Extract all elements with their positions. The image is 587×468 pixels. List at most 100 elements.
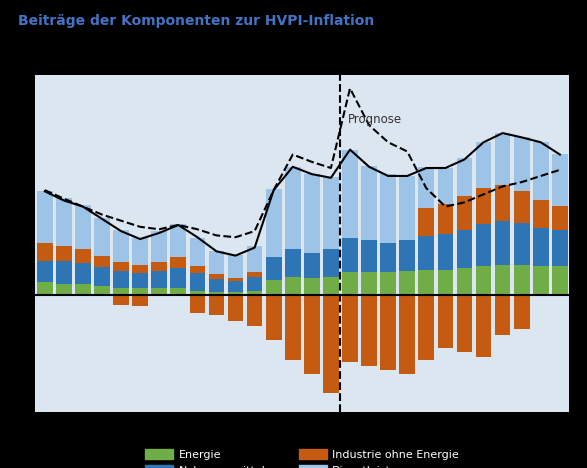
Bar	[94, 218, 110, 256]
Bar	[113, 271, 129, 288]
Bar	[457, 230, 473, 268]
Bar	[552, 154, 568, 206]
Bar	[304, 174, 320, 253]
Bar	[132, 295, 148, 307]
Bar	[361, 295, 377, 366]
Bar	[304, 253, 320, 278]
Bar	[56, 261, 72, 285]
Bar	[419, 208, 434, 236]
Bar	[533, 266, 549, 295]
Bar	[37, 282, 53, 295]
Bar	[228, 295, 244, 321]
Bar	[475, 295, 491, 357]
Bar	[342, 295, 358, 362]
Bar	[457, 158, 473, 196]
Bar	[419, 236, 434, 270]
Bar	[304, 278, 320, 295]
Bar	[190, 273, 205, 291]
Bar	[380, 243, 396, 272]
Bar	[170, 257, 186, 269]
Bar	[380, 174, 396, 243]
Bar	[380, 272, 396, 295]
Bar	[533, 142, 549, 200]
Bar	[475, 142, 491, 188]
Bar	[132, 265, 148, 273]
Bar	[475, 224, 491, 266]
Bar	[285, 167, 301, 249]
Bar	[323, 277, 339, 295]
Bar	[342, 272, 358, 295]
Bar	[285, 277, 301, 295]
Bar	[342, 150, 358, 239]
Bar	[75, 263, 91, 285]
Bar	[113, 288, 129, 295]
Bar	[342, 239, 358, 272]
Bar	[56, 198, 72, 246]
Bar	[132, 288, 148, 295]
Bar	[208, 274, 224, 279]
Bar	[151, 288, 167, 295]
Legend: Energie, Nahrungsmittel, Industrie ohne Energie, Dienstleistungen: Energie, Nahrungsmittel, Industrie ohne …	[141, 444, 464, 468]
Bar	[208, 292, 224, 295]
Bar	[228, 278, 244, 281]
Bar	[266, 190, 282, 257]
Bar	[56, 285, 72, 295]
Bar	[208, 251, 224, 274]
Bar	[190, 266, 205, 273]
Bar	[56, 246, 72, 261]
Bar	[457, 196, 473, 230]
Bar	[132, 238, 148, 265]
Bar	[323, 295, 339, 394]
Bar	[285, 295, 301, 360]
Bar	[228, 255, 244, 278]
Bar	[151, 271, 167, 288]
Bar	[437, 234, 453, 270]
Bar	[151, 262, 167, 271]
Bar	[75, 205, 91, 249]
Bar	[37, 191, 53, 243]
Bar	[113, 230, 129, 262]
Bar	[113, 295, 129, 305]
Bar	[437, 270, 453, 295]
Bar	[94, 256, 110, 267]
Bar	[266, 295, 282, 340]
Bar	[37, 261, 53, 282]
Bar	[170, 288, 186, 295]
Bar	[113, 262, 129, 271]
Bar	[399, 240, 415, 271]
Bar	[132, 273, 148, 288]
Bar	[208, 279, 224, 292]
Bar	[304, 295, 320, 374]
Bar	[495, 221, 511, 265]
Bar	[457, 295, 473, 352]
Bar	[475, 266, 491, 295]
Bar	[514, 191, 529, 223]
Bar	[514, 265, 529, 295]
Bar	[266, 257, 282, 280]
Bar	[323, 177, 339, 249]
Bar	[552, 266, 568, 295]
Bar	[380, 295, 396, 370]
Bar	[419, 167, 434, 208]
Bar	[514, 223, 529, 265]
Bar	[37, 243, 53, 261]
Bar	[247, 295, 262, 326]
Bar	[552, 206, 568, 231]
Bar	[495, 185, 511, 221]
Bar	[94, 267, 110, 286]
Bar	[437, 204, 453, 234]
Bar	[495, 295, 511, 335]
Bar	[437, 295, 453, 348]
Bar	[361, 240, 377, 272]
Bar	[419, 295, 434, 360]
Bar	[361, 272, 377, 295]
Bar	[552, 231, 568, 266]
Bar	[247, 247, 262, 272]
Bar	[228, 292, 244, 295]
Bar	[533, 200, 549, 228]
Bar	[247, 272, 262, 277]
Bar	[228, 281, 244, 292]
Text: Prognose: Prognose	[348, 113, 402, 126]
Bar	[419, 270, 434, 295]
Bar	[495, 133, 511, 185]
